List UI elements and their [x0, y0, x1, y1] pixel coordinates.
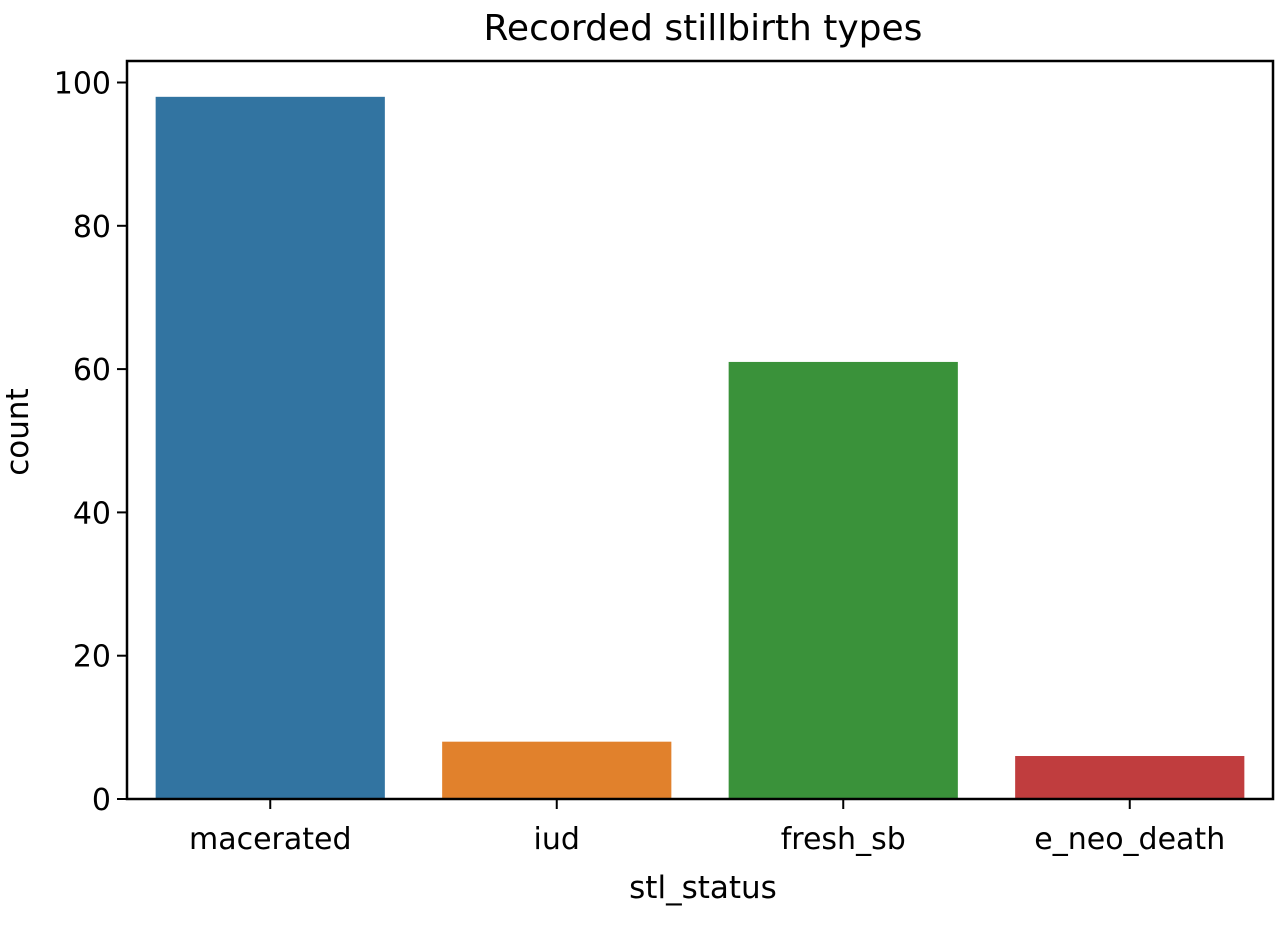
bar-fresh-sb: [728, 361, 958, 799]
bar-macerated: [155, 96, 385, 799]
chart-title: Recorded stillbirth types: [484, 8, 923, 49]
x-axis-title: stl_status: [629, 870, 777, 906]
x-tick-label: iud: [534, 822, 580, 857]
bars-layer: [155, 96, 1245, 799]
y-axis-ticks: 0 20 40 60 80 100: [54, 66, 127, 818]
y-tick-label: 80: [73, 210, 111, 245]
y-tick-label: 20: [73, 640, 111, 675]
y-tick-label: 60: [73, 353, 111, 388]
y-axis-title: count: [0, 388, 36, 475]
y-tick-label: 40: [73, 496, 111, 531]
x-tick-label: fresh_sb: [781, 822, 906, 857]
x-axis-ticks: macerated iud fresh_sb e_neo_death: [189, 799, 1225, 857]
x-tick-label: macerated: [189, 822, 352, 857]
plot-frame: [125, 59, 1275, 801]
x-tick-label: e_neo_death: [1034, 822, 1225, 857]
y-tick-label: 100: [54, 66, 111, 101]
bar-e-neo-death: [1015, 756, 1245, 799]
y-tick-label: 0: [92, 783, 111, 818]
bar-iud: [442, 741, 672, 799]
